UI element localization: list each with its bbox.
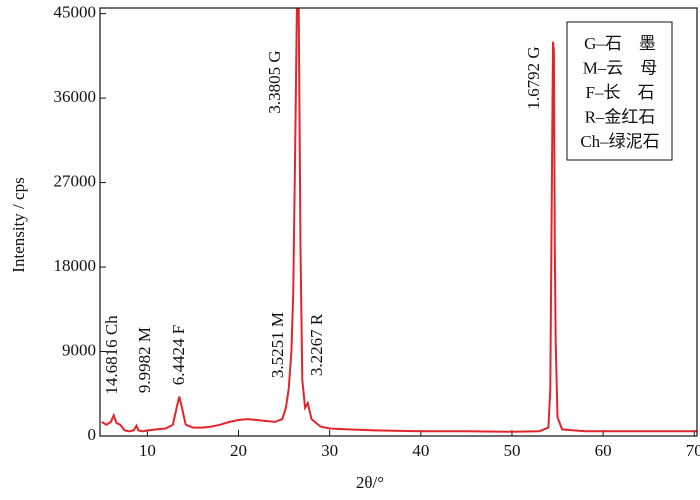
plot-frame: [99, 7, 698, 437]
x-axis-label: 2θ/°: [356, 473, 384, 492]
legend-entry: G–石 墨: [584, 34, 656, 53]
peak-annotation: 9.9982 M: [135, 327, 154, 393]
peak-annotation: 1.6792 G: [524, 46, 543, 109]
y-tick-label: 18000: [54, 256, 97, 275]
x-tick-label: 70: [686, 441, 700, 460]
y-tick-label: 0: [88, 425, 97, 444]
peak-annotation: 3.5251 M: [268, 312, 287, 378]
legend-entry: R–金红石: [585, 107, 656, 126]
x-tick-label: 60: [595, 441, 612, 460]
x-tick-label: 10: [139, 441, 156, 460]
y-axis-label: Intensity / cps: [9, 177, 28, 272]
legend-entry: F–长 石: [586, 83, 655, 102]
peak-annotation: 6.4424 F: [169, 325, 188, 385]
x-tick-label: 50: [503, 441, 520, 460]
peak-annotation: 3.3805 G: [265, 50, 284, 113]
y-tick-label: 27000: [54, 171, 97, 190]
y-tick-label: 45000: [54, 3, 97, 22]
peak-annotation: 3.2267 R: [307, 313, 326, 376]
legend-box: [566, 21, 673, 161]
data-line: [101, 8, 697, 433]
peak-annotation: 14.6816 Ch: [102, 315, 121, 395]
y-tick-label: 36000: [54, 87, 97, 106]
x-tick-label: 30: [321, 441, 338, 460]
legend-entry: M–云 母: [583, 58, 658, 77]
legend-entry: Ch–绿泥石: [580, 132, 659, 151]
y-tick-label: 9000: [62, 340, 96, 359]
x-tick-label: 20: [230, 441, 247, 460]
x-tick-label: 40: [412, 441, 429, 460]
